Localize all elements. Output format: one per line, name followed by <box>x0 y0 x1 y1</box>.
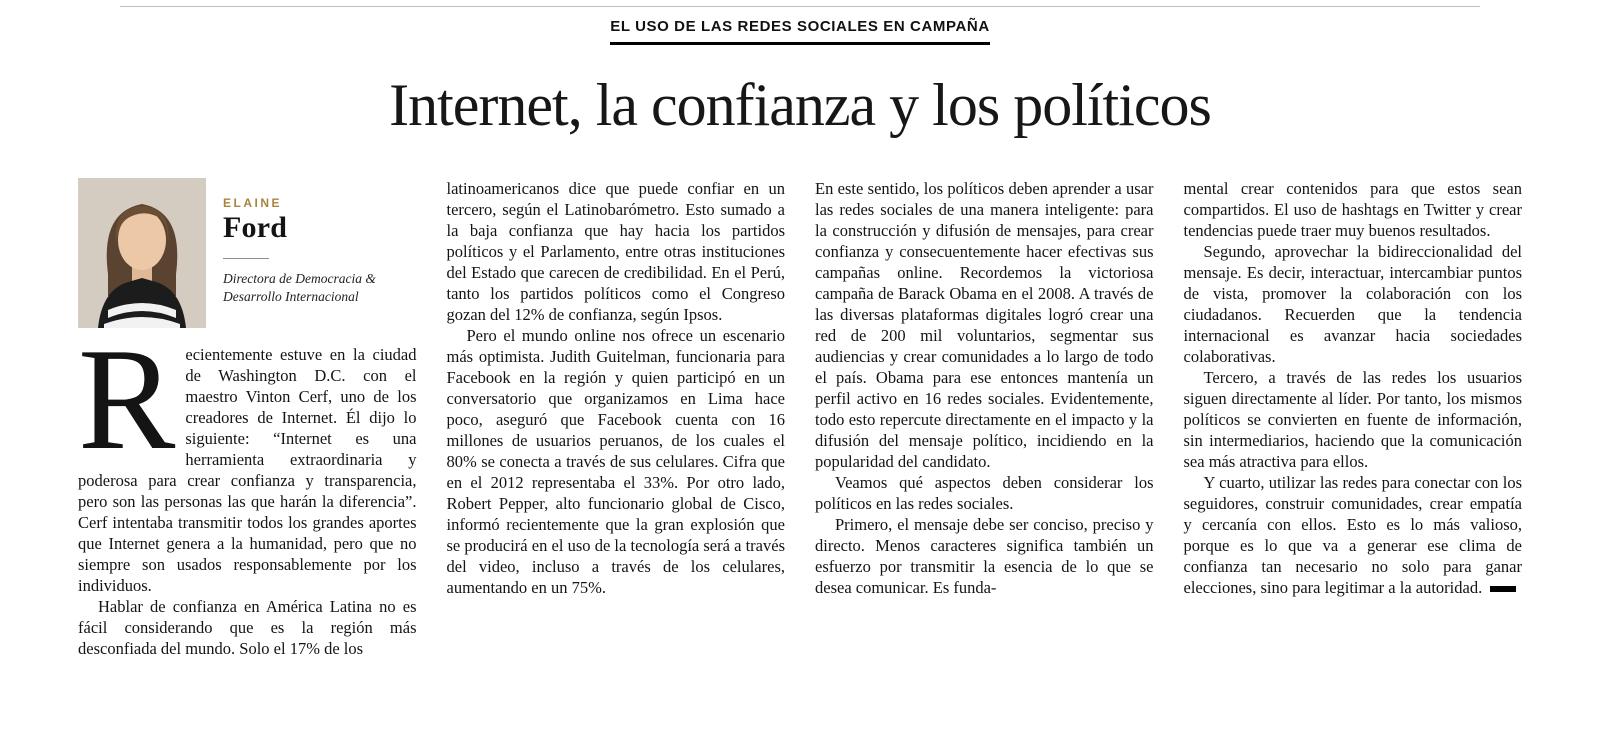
column-3-text: En este sentido, los políticos deben apr… <box>815 178 1154 598</box>
paragraph: Hablar de confianza en América Latina no… <box>78 597 417 658</box>
kicker-row: EL USO DE LAS REDES SOCIALES EN CAMPAÑA <box>0 18 1600 45</box>
paragraph: latinoamericanos dice que puede confiar … <box>446 179 786 324</box>
author-meta: ELAINE Ford Directora de Democracia & De… <box>223 178 376 330</box>
paragraph: Recientemente estuve en la ciudad de Was… <box>78 318 417 595</box>
column-1: ELAINE Ford Directora de Democracia & De… <box>78 178 417 659</box>
newspaper-page: EL USO DE LAS REDES SOCIALES EN CAMPAÑA … <box>0 6 1600 733</box>
author-photo <box>78 178 206 328</box>
author-role-line2: Desarrollo Internacional <box>223 289 359 305</box>
article-title: Internet, la confianza y los políticos <box>389 72 1212 138</box>
author-first-name: ELAINE <box>223 196 283 210</box>
paragraph: Tercero, a través de las redes los usuar… <box>1183 368 1523 471</box>
column-2-text: latinoamericanos dice que puede confiar … <box>447 178 786 598</box>
author-role-line1: Directora de Democracia & <box>223 271 376 286</box>
paragraph: Pero el mundo online nos ofrece un escen… <box>446 326 786 597</box>
column-4: mental crear contenidos para que estos s… <box>1184 178 1523 659</box>
author-last-name: Ford <box>223 211 288 244</box>
column-2: latinoamericanos dice que puede confiar … <box>447 178 786 659</box>
column-1-text: Recientemente estuve en la ciudad de Was… <box>78 318 417 659</box>
top-rule <box>120 6 1480 7</box>
column-4-text: mental crear contenidos para que estos s… <box>1184 178 1523 598</box>
paragraph: Segundo, aprovechar la bidireccionalidad… <box>1183 242 1523 366</box>
column-3: En este sentido, los políticos deben apr… <box>815 178 1154 659</box>
article-body: ELAINE Ford Directora de Democracia & De… <box>0 178 1600 659</box>
paragraph: Y cuarto, utilizar las redes para conect… <box>1183 473 1523 597</box>
author-block: ELAINE Ford Directora de Democracia & De… <box>78 178 417 330</box>
author-role: Directora de Democracia & Desarrollo Int… <box>223 270 376 306</box>
kicker: EL USO DE LAS REDES SOCIALES EN CAMPAÑA <box>610 18 990 45</box>
author-divider <box>223 258 269 259</box>
paragraph: Primero, el mensaje debe ser conciso, pr… <box>815 515 1154 597</box>
paragraph: Veamos qué aspectos deben considerar los… <box>815 473 1154 513</box>
author-portrait-illustration <box>78 178 206 328</box>
paragraph: En este sentido, los políticos deben apr… <box>815 179 1154 471</box>
paragraph: mental crear contenidos para que estos s… <box>1183 179 1523 240</box>
